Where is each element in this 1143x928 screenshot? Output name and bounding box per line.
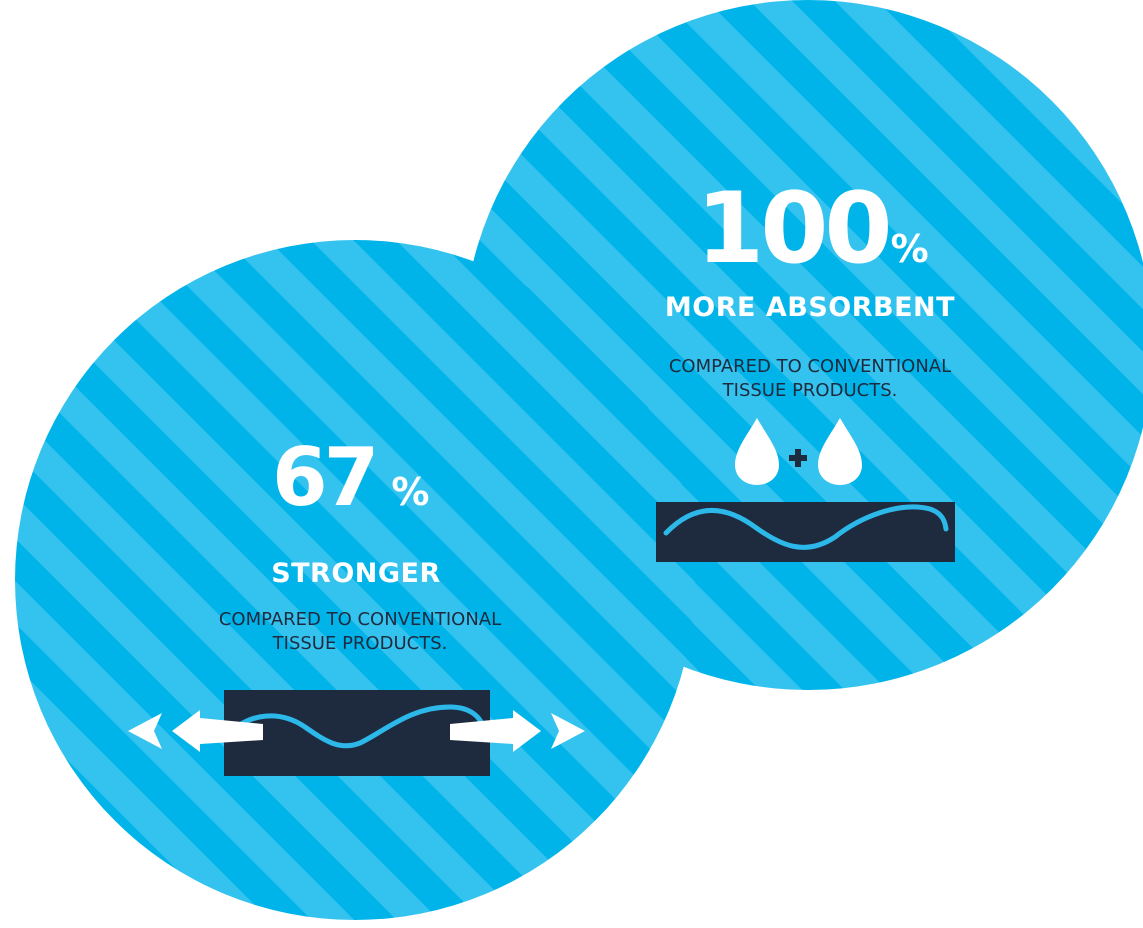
stronger-headline: STRONGER <box>271 558 441 589</box>
stronger-number: 67 <box>272 431 379 524</box>
stronger-circle <box>15 240 695 920</box>
absorbent-illustration <box>600 415 960 569</box>
absorbent-caption: COMPARED TO CONVENTIONAL TISSUE PRODUCTS… <box>668 356 952 401</box>
absorbent-percent-sign: % <box>890 227 929 271</box>
absorbent-stat-value: 100% <box>696 180 929 278</box>
stronger-illustration <box>120 685 600 789</box>
stretch-arrow-right-icon <box>450 710 585 752</box>
stronger-stat-value: 67% <box>272 438 429 518</box>
tissue-layer-icon <box>224 690 490 776</box>
water-drop-icon <box>735 418 779 485</box>
stronger-percent-sign: % <box>391 470 430 514</box>
tissue-layer-icon <box>656 502 955 562</box>
absorbent-headline: MORE ABSORBENT <box>664 292 956 323</box>
absorbent-number: 100 <box>696 172 893 286</box>
plus-icon <box>789 449 807 467</box>
stretch-arrow-left-icon <box>128 710 263 752</box>
water-drop-icon <box>818 418 862 485</box>
stronger-caption: COMPARED TO CONVENTIONAL TISSUE PRODUCTS… <box>218 609 502 654</box>
